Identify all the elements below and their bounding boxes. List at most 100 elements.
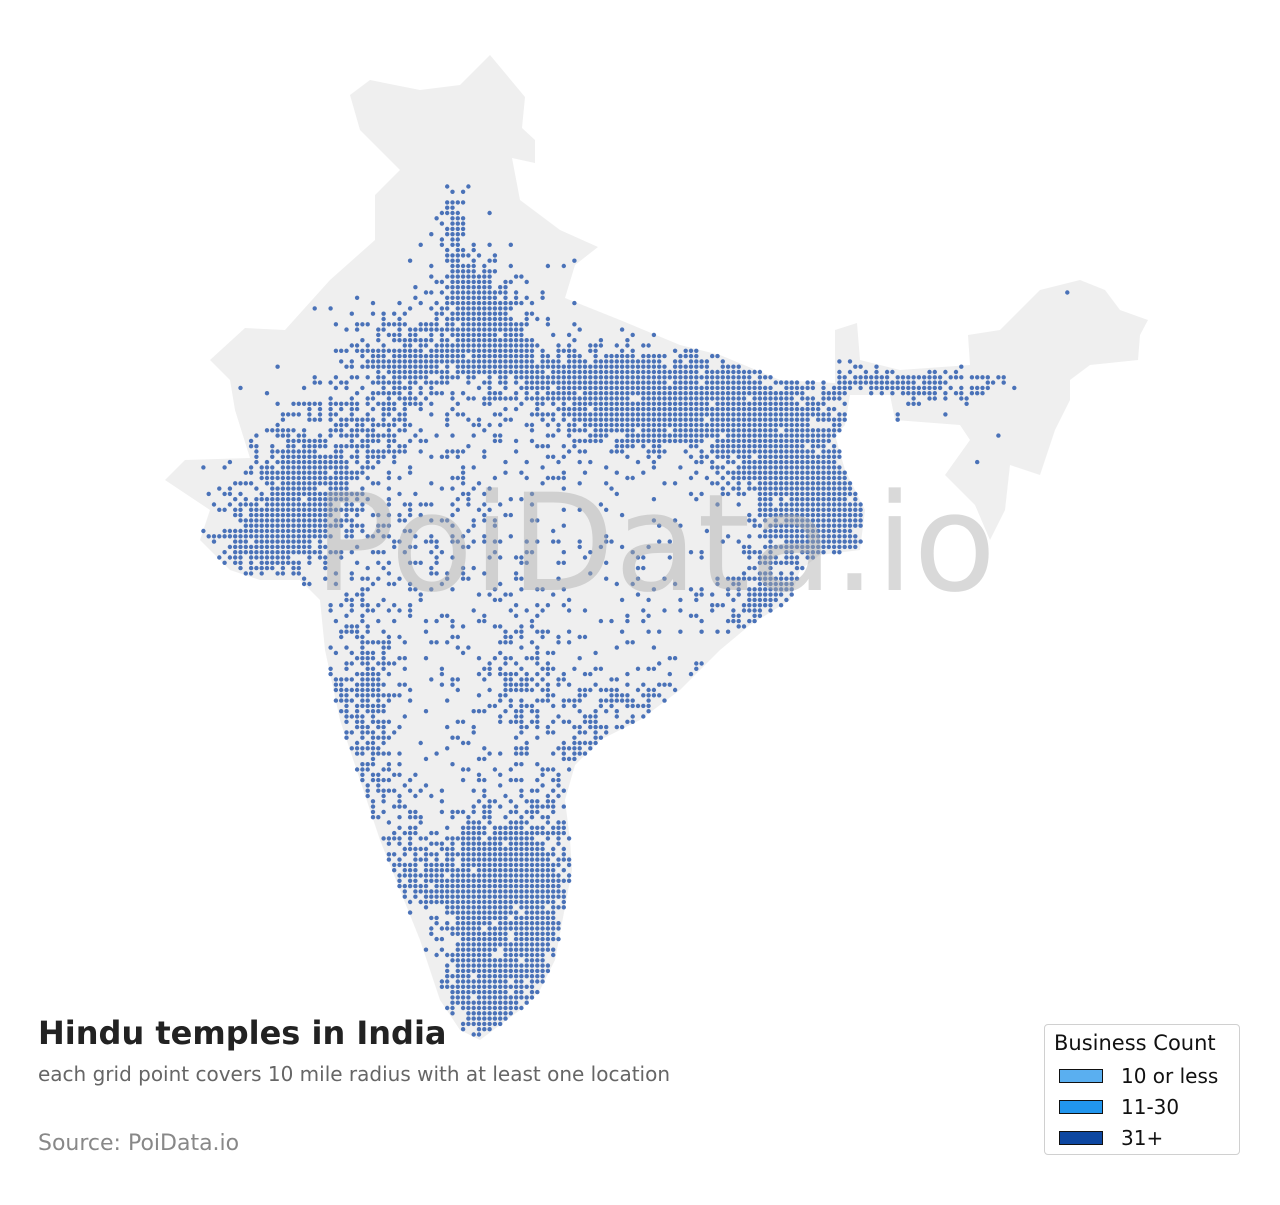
grid-point [630,719,635,724]
grid-point [344,364,349,369]
grid-point [344,481,349,486]
grid-point [455,974,460,979]
grid-point [810,385,816,391]
grid-point [508,359,513,364]
grid-point [524,868,529,873]
grid-point [349,444,354,449]
grid-point [471,1016,476,1021]
grid-point [858,375,863,380]
grid-point [498,862,503,868]
grid-point [551,931,556,936]
grid-point [508,640,513,645]
grid-point [487,963,492,968]
grid-point [381,793,386,799]
grid-point [434,364,439,369]
grid-point [588,369,593,375]
grid-point [736,587,741,592]
grid-point [466,958,471,963]
grid-point [498,719,503,724]
grid-point [524,984,529,989]
grid-point [471,465,476,470]
grid-point [344,534,349,539]
grid-point [566,391,572,396]
grid-point [614,412,619,417]
grid-point [360,587,365,592]
grid-point [455,873,460,878]
grid-point [667,438,672,444]
grid-point [858,523,863,528]
grid-point [932,380,937,385]
grid-point [556,820,561,825]
grid-point [625,618,630,624]
grid-point [445,184,450,189]
grid-point [694,353,699,359]
grid-point [826,523,831,528]
grid-point [498,883,503,889]
grid-point [593,412,598,417]
grid-point [805,528,810,534]
grid-point [922,380,927,385]
grid-point [434,316,439,322]
grid-point [386,671,392,677]
grid-point [672,481,678,486]
grid-point [344,719,349,724]
grid-point [794,512,800,518]
grid-point [264,523,270,528]
grid-point [354,491,360,497]
grid-point [545,422,551,428]
grid-point [487,401,492,406]
grid-point [598,396,604,401]
grid-point [487,915,492,921]
grid-point [540,380,545,385]
grid-point [757,369,763,375]
grid-point [667,385,672,391]
grid-point [498,1016,503,1021]
grid-point [402,852,407,857]
grid-point [694,364,699,369]
grid-point [535,661,540,666]
grid-point [545,799,551,804]
grid-point [752,438,757,444]
grid-point [566,380,572,385]
grid-point [471,852,476,857]
grid-point [386,857,392,862]
grid-point [784,391,789,396]
grid-point [778,470,784,475]
grid-point [884,375,890,380]
grid-point [773,528,778,534]
grid-point [524,915,529,921]
grid-point [360,348,365,353]
grid-point [270,449,275,454]
grid-point [423,380,429,385]
grid-point [286,428,291,433]
grid-point [349,343,354,348]
grid-point [609,687,614,693]
grid-point [519,274,524,279]
grid-point [582,438,588,444]
grid-point [519,682,524,687]
grid-point [455,247,460,253]
grid-point [588,550,593,555]
grid-point [466,184,471,189]
grid-point [376,528,381,534]
grid-point [731,433,736,438]
grid-point [460,650,466,656]
grid-point [619,375,625,380]
grid-point [402,714,407,719]
grid-point [556,560,561,565]
grid-point [381,406,386,412]
grid-point [604,359,609,364]
grid-point [890,391,895,396]
grid-point [794,534,800,539]
grid-point [492,989,498,995]
grid-point [503,285,508,290]
grid-point [577,385,582,391]
grid-point [344,385,349,391]
grid-point [259,565,264,571]
grid-point [747,412,752,417]
grid-point [805,438,810,444]
grid-point [471,285,476,290]
grid-point [588,375,593,380]
grid-point [354,417,360,422]
grid-point [524,385,529,391]
